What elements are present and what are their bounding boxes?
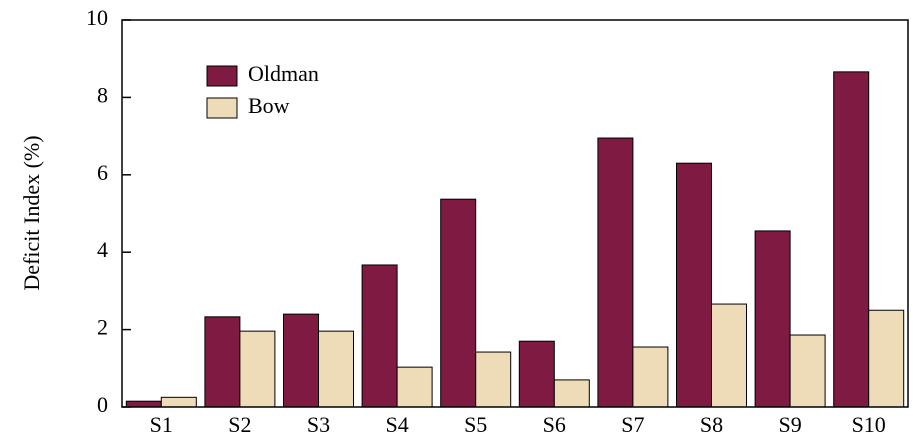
bar xyxy=(518,340,555,408)
bar xyxy=(676,162,712,408)
x-tick-label: S9 xyxy=(778,412,801,437)
bar xyxy=(868,309,905,408)
x-tick-label: S10 xyxy=(852,412,886,437)
y-tick-label: 4 xyxy=(97,237,108,262)
bar xyxy=(160,396,197,408)
y-tick-label: 8 xyxy=(97,82,108,107)
bar xyxy=(125,400,162,408)
y-axis-label: Deficit Index (%) xyxy=(19,135,44,290)
legend-label: Oldman xyxy=(248,61,319,86)
x-tick-label: S4 xyxy=(385,412,408,437)
plot-frame xyxy=(121,19,909,408)
x-tick-label: S5 xyxy=(464,412,487,437)
bar xyxy=(632,346,669,408)
bar xyxy=(239,330,276,408)
y-tick-label: 10 xyxy=(86,5,108,30)
bar xyxy=(440,198,477,408)
x-tick-label: S6 xyxy=(543,412,566,437)
x-tick-label: S3 xyxy=(307,412,330,437)
x-tick-label: S1 xyxy=(150,412,173,437)
legend-label: Bow xyxy=(248,93,290,118)
bar xyxy=(711,303,747,408)
x-tick-label: S8 xyxy=(700,412,723,437)
legend-swatch xyxy=(206,65,238,87)
bar xyxy=(318,330,354,408)
x-tick-label: S7 xyxy=(621,412,644,437)
y-tick-label: 0 xyxy=(97,392,108,417)
bar xyxy=(833,71,870,408)
bar xyxy=(597,137,634,408)
legend-swatch xyxy=(206,97,238,119)
bar xyxy=(754,230,791,408)
x-tick-label: S2 xyxy=(228,412,251,437)
bar xyxy=(204,316,241,408)
bar xyxy=(789,334,826,408)
y-tick-label: 6 xyxy=(97,160,108,185)
bar xyxy=(361,264,398,408)
bar xyxy=(475,351,512,408)
bar xyxy=(283,313,319,408)
bar xyxy=(396,366,433,408)
bar xyxy=(553,379,590,408)
y-tick-label: 2 xyxy=(97,315,108,340)
